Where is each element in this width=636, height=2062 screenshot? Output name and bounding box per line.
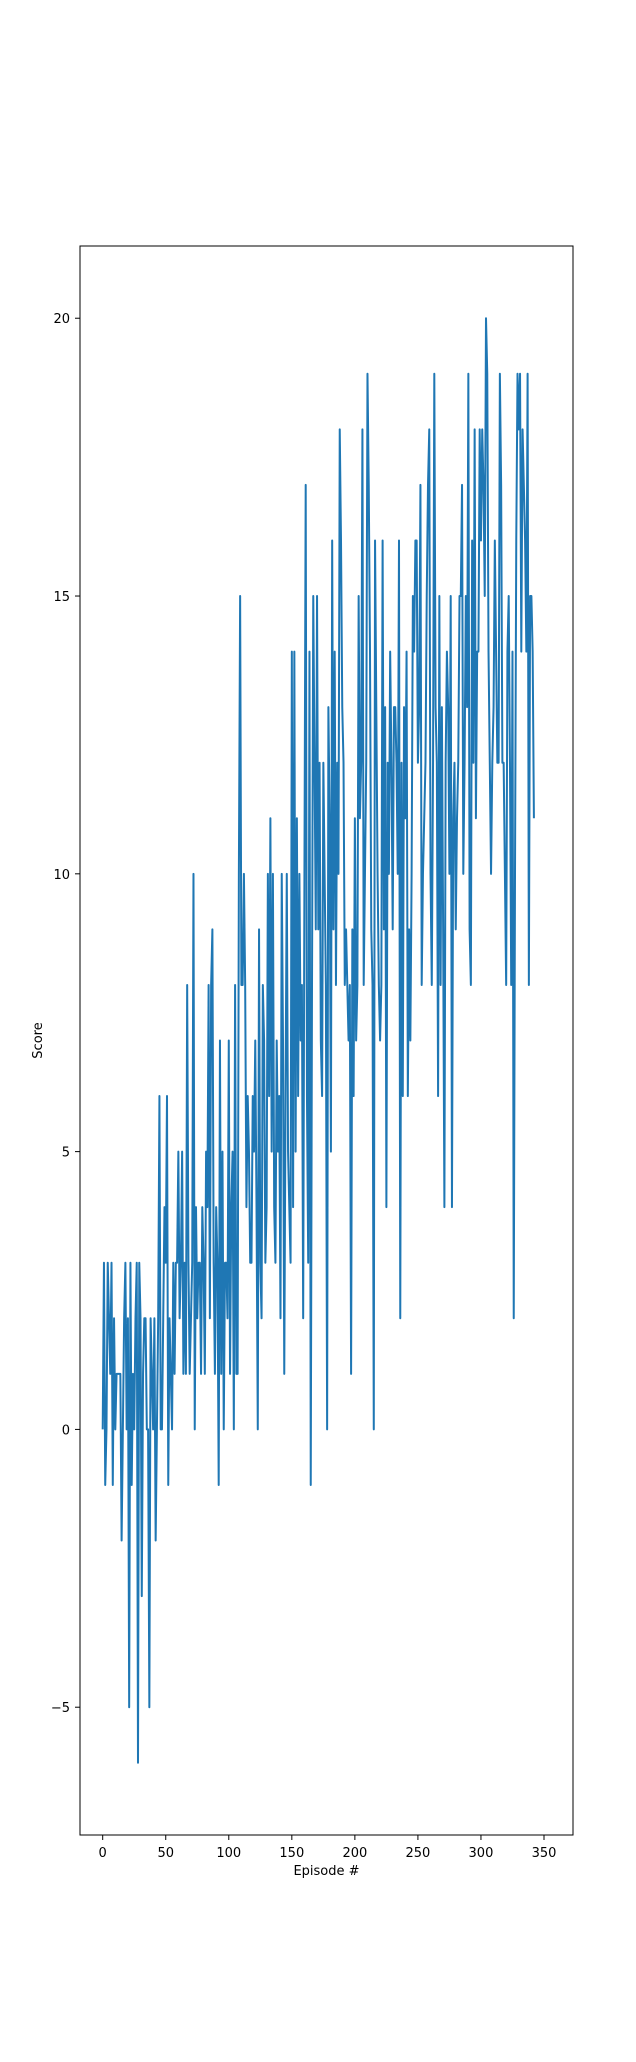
- x-axis-label: Episode #: [293, 1864, 359, 1879]
- x-tick-label: 0: [99, 1846, 107, 1861]
- y-tick-label: 10: [53, 868, 70, 883]
- x-tick-label: 200: [342, 1846, 367, 1861]
- y-tick-label: −5: [51, 1701, 70, 1716]
- x-tick-label: 100: [216, 1846, 241, 1861]
- plot-area: [101, 317, 535, 1764]
- x-axis-ticks: 0 50 100 150 200 250 300 350: [99, 1835, 557, 1861]
- y-tick-label: 15: [53, 590, 70, 605]
- y-axis-label: Score: [31, 1022, 46, 1058]
- x-tick-label: 50: [157, 1846, 174, 1861]
- series-line: [101, 317, 535, 1764]
- x-tick-label: 250: [405, 1846, 430, 1861]
- y-tick-label: 0: [62, 1423, 70, 1438]
- axes-frame: [79, 245, 574, 1836]
- x-tick-label: 350: [532, 1846, 557, 1861]
- x-tick-label: 150: [279, 1846, 304, 1861]
- y-tick-label: 20: [53, 312, 70, 327]
- y-tick-label: 5: [62, 1146, 70, 1161]
- y-axis-ticks: −5 0 5 10 15 20: [51, 312, 80, 1716]
- x-tick-label: 300: [469, 1846, 494, 1861]
